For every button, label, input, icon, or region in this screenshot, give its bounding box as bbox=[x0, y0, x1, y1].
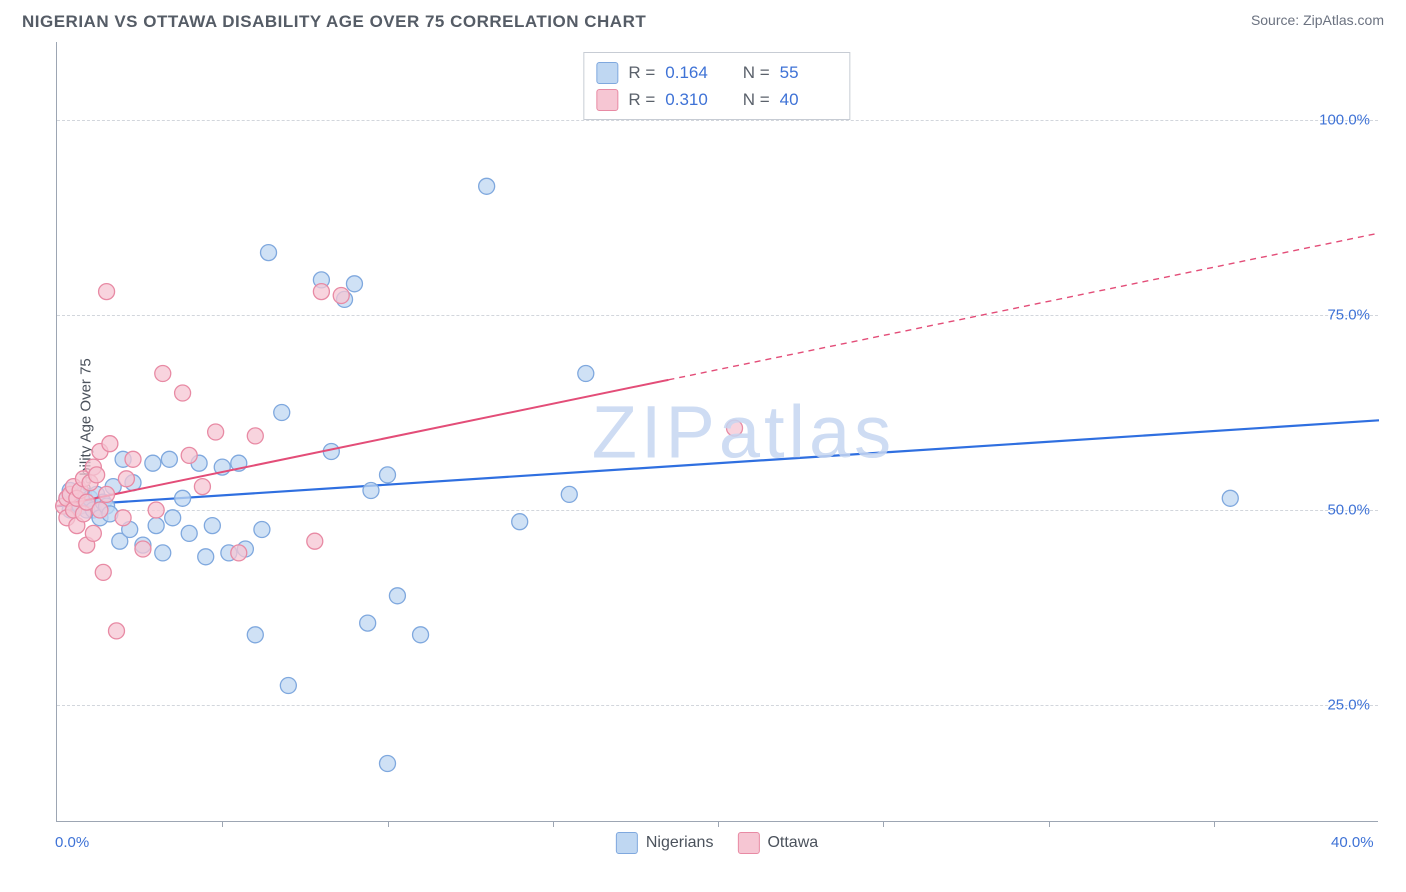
data-point bbox=[102, 436, 118, 452]
legend-swatch bbox=[616, 832, 638, 854]
legend-item-nigerians: Nigerians bbox=[616, 832, 714, 854]
data-point bbox=[135, 541, 151, 557]
data-point bbox=[108, 623, 124, 639]
data-point bbox=[95, 564, 111, 580]
data-point bbox=[261, 245, 277, 261]
data-point bbox=[99, 284, 115, 300]
legend-label: Ottawa bbox=[767, 834, 818, 852]
data-point bbox=[247, 428, 263, 444]
data-point bbox=[115, 510, 131, 526]
source-link[interactable]: ZipAtlas.com bbox=[1303, 12, 1384, 28]
x-tick-label: 40.0% bbox=[1331, 834, 1374, 851]
plot-area: 25.0%50.0%75.0%100.0%0.0%40.0% bbox=[56, 42, 1378, 822]
data-point bbox=[148, 502, 164, 518]
data-point bbox=[307, 533, 323, 549]
n-label: N = bbox=[733, 86, 769, 113]
r-label: R = bbox=[628, 59, 655, 86]
data-point bbox=[313, 284, 329, 300]
correlation-legend: R = 0.164 N = 55R = 0.310 N = 40 bbox=[583, 52, 850, 120]
legend-item-ottawa: Ottawa bbox=[737, 832, 818, 854]
r-value: 0.164 bbox=[665, 59, 723, 86]
data-point bbox=[175, 490, 191, 506]
data-point bbox=[194, 479, 210, 495]
data-point bbox=[254, 522, 270, 538]
x-tick-label: 0.0% bbox=[55, 834, 89, 851]
corr-row-nigerians: R = 0.164 N = 55 bbox=[596, 59, 837, 86]
data-point bbox=[413, 627, 429, 643]
data-point bbox=[247, 627, 263, 643]
n-label: N = bbox=[733, 59, 769, 86]
data-point bbox=[125, 451, 141, 467]
legend-swatch bbox=[596, 62, 618, 84]
data-point bbox=[380, 756, 396, 772]
data-point bbox=[85, 525, 101, 541]
source-label: Source: bbox=[1251, 12, 1303, 28]
data-point bbox=[165, 510, 181, 526]
corr-row-ottawa: R = 0.310 N = 40 bbox=[596, 86, 837, 113]
data-point bbox=[363, 483, 379, 499]
data-point bbox=[389, 588, 405, 604]
data-point bbox=[89, 467, 105, 483]
data-point bbox=[333, 288, 349, 304]
data-point bbox=[231, 545, 247, 561]
data-point bbox=[148, 518, 164, 534]
chart-title: NIGERIAN VS OTTAWA DISABILITY AGE OVER 7… bbox=[22, 12, 646, 32]
scatter-svg bbox=[57, 42, 1379, 822]
n-value: 40 bbox=[780, 86, 838, 113]
data-point bbox=[92, 502, 108, 518]
data-point bbox=[561, 486, 577, 502]
data-point bbox=[346, 276, 362, 292]
data-point bbox=[155, 545, 171, 561]
legend-label: Nigerians bbox=[646, 834, 714, 852]
trend-line-dashed-ottawa bbox=[668, 233, 1379, 380]
legend-swatch bbox=[596, 89, 618, 111]
data-point bbox=[380, 467, 396, 483]
data-point bbox=[360, 615, 376, 631]
n-value: 55 bbox=[780, 59, 838, 86]
data-point bbox=[274, 405, 290, 421]
data-point bbox=[479, 178, 495, 194]
data-point bbox=[118, 471, 134, 487]
data-point bbox=[727, 420, 743, 436]
data-point bbox=[145, 455, 161, 471]
data-point bbox=[198, 549, 214, 565]
data-point bbox=[1222, 490, 1238, 506]
data-point bbox=[99, 486, 115, 502]
r-value: 0.310 bbox=[665, 86, 723, 113]
data-point bbox=[512, 514, 528, 530]
data-point bbox=[161, 451, 177, 467]
data-point bbox=[208, 424, 224, 440]
legend-swatch bbox=[737, 832, 759, 854]
data-point bbox=[280, 678, 296, 694]
data-point bbox=[155, 366, 171, 382]
r-label: R = bbox=[628, 86, 655, 113]
data-point bbox=[181, 447, 197, 463]
series-legend: Nigerians Ottawa bbox=[616, 832, 818, 854]
data-point bbox=[181, 525, 197, 541]
data-point bbox=[578, 366, 594, 382]
data-point bbox=[175, 385, 191, 401]
source-attribution: Source: ZipAtlas.com bbox=[1251, 12, 1384, 28]
chart-container: Disability Age Over 75 25.0%50.0%75.0%10… bbox=[56, 42, 1378, 822]
data-point bbox=[204, 518, 220, 534]
